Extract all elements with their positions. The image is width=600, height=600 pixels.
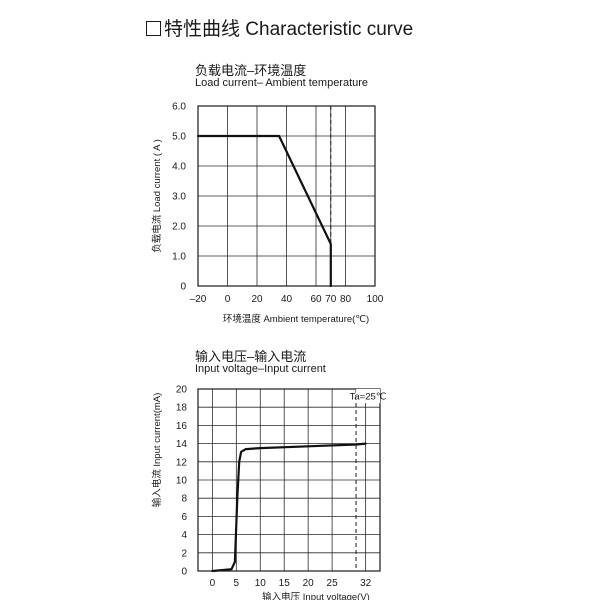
chart2-plot-frame: [197, 388, 381, 572]
checkbox-square-icon: [146, 21, 161, 36]
chart2-y-tick-label: 14: [176, 439, 188, 450]
chart1-plot-frame: [197, 105, 376, 287]
chart2-series-line: [211, 442, 367, 573]
chart2-x-tick-label: 15: [279, 578, 291, 589]
chart2-y-tick-label: 20: [176, 385, 188, 396]
heading-zh: 特性曲线: [164, 19, 241, 40]
chart2-y-axis-label: 输入电流 Input current(mA): [151, 393, 163, 508]
chart2-annotation: Ta=25℃: [350, 392, 387, 403]
chart1-x-tick-label: 100: [367, 294, 384, 305]
chart1-y-axis-label: 负载电流 Load current ( A ): [151, 139, 163, 253]
chart1-x-tick-label: 0: [225, 294, 231, 305]
heading-en: Characteristic curve: [245, 19, 414, 40]
chart2-y-tick-label: 16: [176, 421, 188, 432]
chart2-x-tick-label: 32: [360, 578, 372, 589]
chart1-x-tick-label: 70: [325, 294, 337, 305]
chart2-annotation-bg: [356, 389, 380, 403]
chart2-y-tick-label: 12: [176, 457, 188, 468]
chart1-x-tick-label: 60: [310, 294, 322, 305]
chart2-y-tick-label: 6: [181, 512, 187, 523]
chart1-y-tick-label: 2.0: [172, 222, 186, 233]
chart2-y-tick-label: 2: [181, 548, 187, 559]
chart2-y-tick-label: 18: [176, 403, 188, 414]
chart1-y-tick-label: 0: [180, 282, 186, 293]
chart1-title: 负载电流–环境温度: [195, 63, 307, 78]
chart1-x-tick-label: –20: [190, 294, 207, 305]
chart1-x-tick-label: 80: [340, 294, 352, 305]
section-heading: 特性曲线 Characteristic curve: [146, 14, 413, 41]
chart1-y-tick-label: 6.0: [172, 102, 186, 113]
chart1-y-tick-label: 1.0: [172, 252, 186, 263]
chart2-x-tick-label: 10: [255, 578, 267, 589]
chart2-x-tick-label: 20: [303, 578, 315, 589]
chart1-x-axis-label: 环境温度 Ambient temperature(℃): [223, 313, 369, 325]
chart1-series-line: [196, 134, 332, 288]
chart1-subtitle: Load current– Ambient temperature: [195, 77, 369, 89]
chart2-x-tick-label: 25: [327, 578, 339, 589]
chart1-x-tick-label: 20: [251, 294, 263, 305]
chart2-x-tick-label: 5: [234, 578, 240, 589]
chart2-y-tick-label: 0: [181, 567, 187, 578]
chart1-x-tick-label: 40: [281, 294, 293, 305]
chart1-y-tick-label: 5.0: [172, 132, 186, 143]
chart2-y-tick-label: 4: [181, 530, 187, 541]
chart2-subtitle: Input voltage–Input current: [195, 363, 326, 375]
chart2-title: 输入电压–输入电流: [195, 349, 307, 364]
chart2-x-axis-label: 输入电压 Input voltage(V): [262, 591, 370, 600]
chart2-y-tick-label: 10: [176, 476, 188, 487]
chart2-y-tick-label: 8: [181, 494, 187, 505]
chart1-y-tick-label: 4.0: [172, 162, 186, 173]
chart1-y-tick-label: 3.0: [172, 192, 186, 203]
chart2-x-tick-label: 0: [210, 578, 216, 589]
